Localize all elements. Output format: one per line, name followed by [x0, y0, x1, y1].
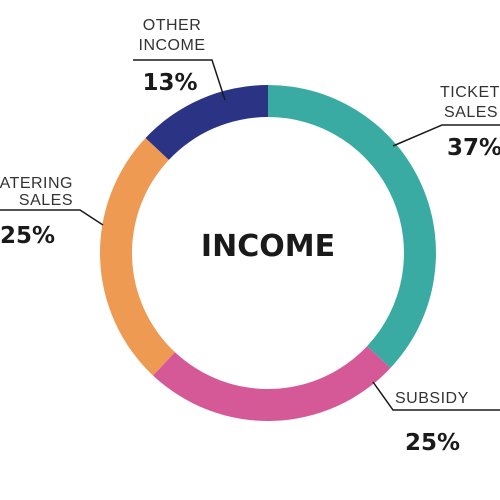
value-other-income: 13% [142, 70, 197, 96]
label-other-income-line1: OTHER [143, 17, 202, 34]
label-ticket-sales-line2: SALES [444, 104, 498, 121]
center-label: INCOME [201, 229, 335, 264]
label-ticket-sales-line1: TICKET [440, 84, 500, 101]
donut-slices [100, 85, 436, 422]
value-catering-sales: 25% [0, 223, 55, 249]
leader-line-ticket-sales [392, 124, 500, 147]
label-catering-sales-line1: CATERING [0, 175, 73, 192]
leader-line-subsidy [372, 381, 500, 411]
leader-line-other-income [133, 59, 226, 101]
slice-other-income [145, 85, 268, 160]
slice-subsidy [152, 346, 391, 422]
label-subsidy: SUBSIDY [395, 390, 469, 407]
slice-ticket-sales [268, 85, 436, 369]
slice-catering-sales [100, 137, 175, 376]
label-other-income-line2: INCOME [139, 37, 206, 54]
label-catering-sales-line2: SALES [19, 192, 73, 209]
value-subsidy: 25% [405, 430, 460, 456]
leader-line-catering-sales [0, 209, 104, 226]
value-ticket-sales: 37% [447, 135, 500, 161]
